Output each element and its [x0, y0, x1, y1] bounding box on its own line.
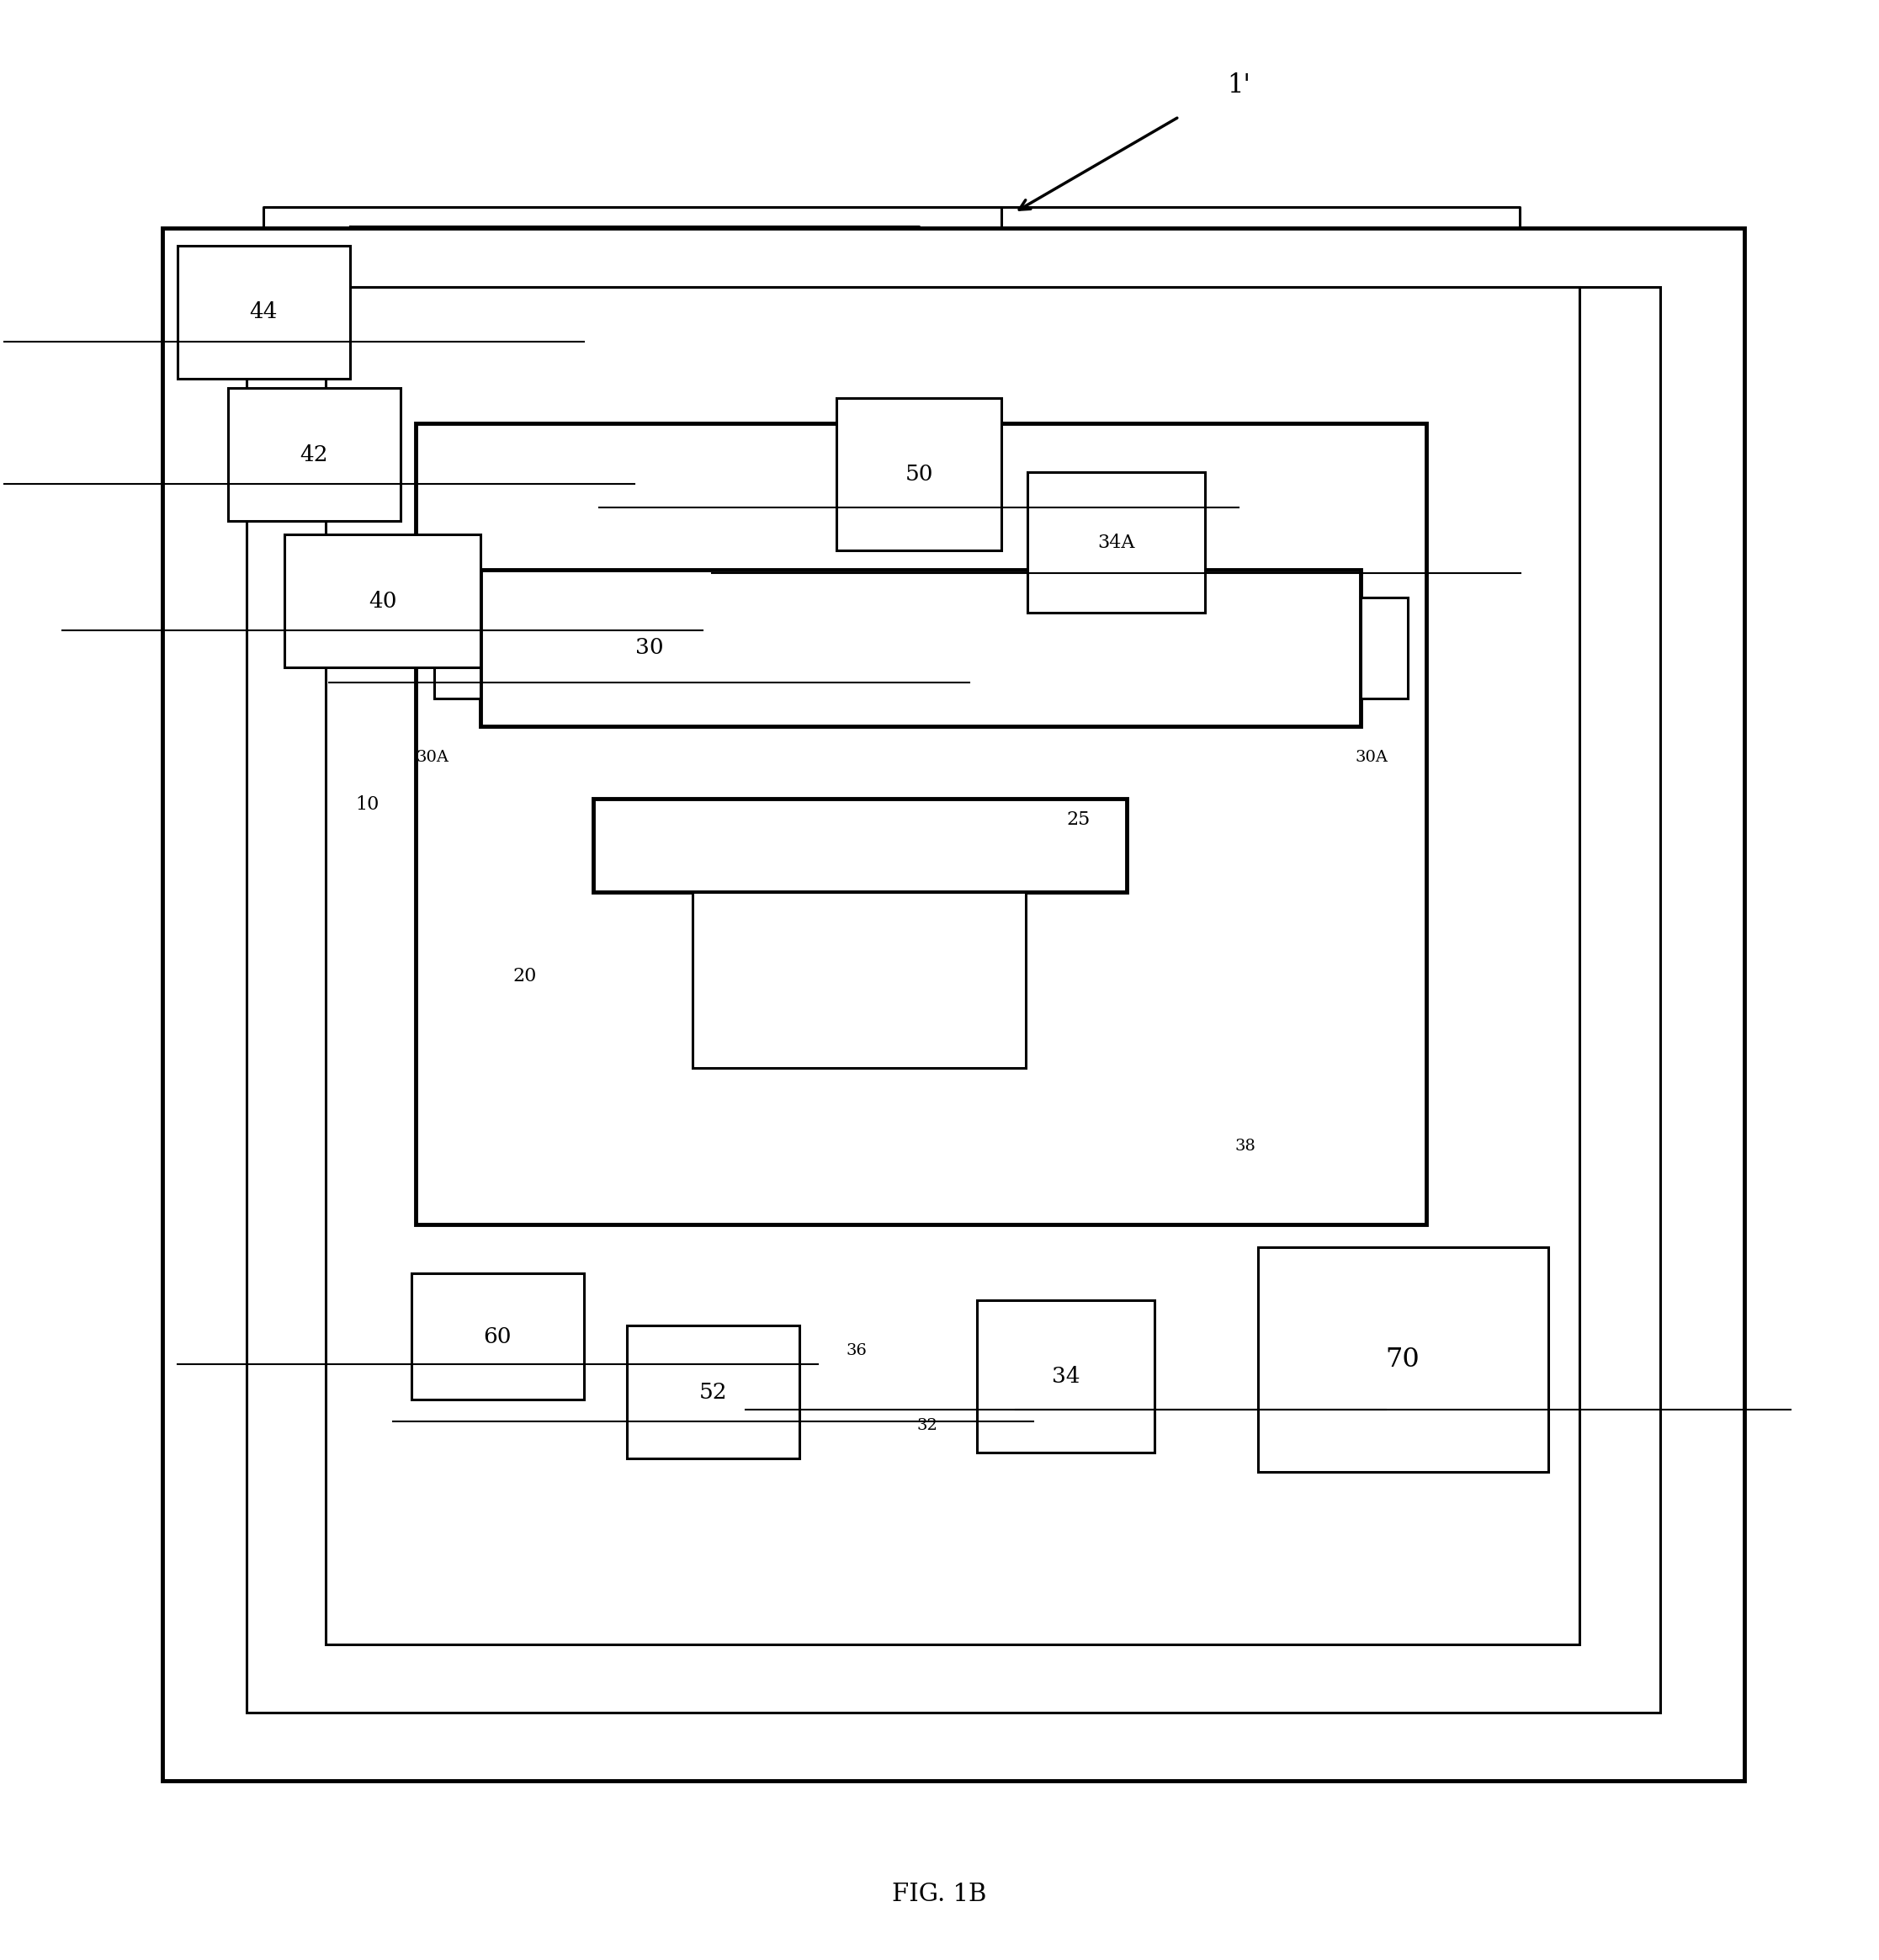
Text: 40: 40 [368, 590, 396, 612]
Text: 60: 60 [483, 1325, 511, 1347]
Bar [836, 398, 1002, 551]
Bar [1360, 598, 1407, 700]
Text: 38: 38 [1235, 1139, 1257, 1154]
Bar [1028, 472, 1204, 613]
Text: 30: 30 [635, 637, 663, 659]
Bar [434, 598, 481, 700]
Text: 42: 42 [301, 445, 329, 465]
Text: 30A: 30A [417, 749, 449, 764]
Bar [325, 286, 1580, 1644]
Text: 44: 44 [250, 302, 278, 323]
Bar [284, 535, 481, 668]
Text: 52: 52 [699, 1382, 727, 1403]
Bar [227, 388, 400, 521]
Bar [412, 1272, 584, 1399]
Bar [481, 570, 1360, 725]
Bar [628, 1325, 799, 1458]
Text: 1': 1' [1227, 73, 1251, 98]
Text: 30A: 30A [1355, 749, 1389, 764]
Bar [691, 892, 1026, 1068]
Text: FIG. 1B: FIG. 1B [893, 1882, 986, 1905]
Bar [977, 1299, 1156, 1452]
Text: 32: 32 [917, 1417, 938, 1433]
Bar [415, 423, 1426, 1225]
Text: 34A: 34A [1097, 533, 1135, 553]
Bar [246, 286, 1661, 1713]
Text: 20: 20 [513, 966, 537, 986]
Text: 36: 36 [846, 1343, 866, 1358]
Text: 50: 50 [906, 465, 934, 484]
Text: 70: 70 [1385, 1347, 1421, 1372]
Text: 34: 34 [1052, 1366, 1080, 1388]
Bar [594, 798, 1127, 892]
Text: 25: 25 [1067, 811, 1090, 829]
Bar [1257, 1249, 1548, 1472]
Text: 10: 10 [355, 796, 380, 813]
Bar [179, 245, 349, 378]
Bar [163, 227, 1744, 1782]
